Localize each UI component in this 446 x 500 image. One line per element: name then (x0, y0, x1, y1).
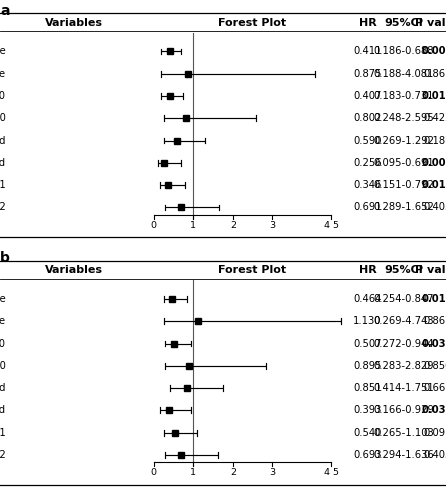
Text: 0.269-1.292: 0.269-1.292 (373, 136, 434, 145)
Text: ≤60: ≤60 (0, 338, 5, 348)
Text: 2: 2 (230, 468, 236, 477)
Text: 0.187: 0.187 (423, 136, 446, 145)
Text: 0.254-0.847: 0.254-0.847 (373, 294, 434, 304)
Text: 0.403: 0.403 (424, 450, 446, 460)
Text: HR: HR (359, 265, 376, 275)
Text: 0.540: 0.540 (353, 428, 382, 438)
Text: Clinical stage 1: Clinical stage 1 (0, 428, 5, 438)
Text: 0.151-0.792: 0.151-0.792 (373, 180, 434, 190)
Text: 0.693: 0.693 (353, 450, 382, 460)
Text: 0.294-1.636: 0.294-1.636 (373, 450, 434, 460)
Text: 0.346: 0.346 (353, 180, 382, 190)
Text: Well differentiated: Well differentiated (0, 136, 5, 145)
Text: 0.414-1.751: 0.414-1.751 (373, 383, 434, 393)
Text: 1.130: 1.130 (353, 316, 382, 326)
Text: Variables: Variables (45, 265, 103, 275)
Text: 95%CI: 95%CI (384, 265, 423, 275)
Text: 0.865: 0.865 (423, 69, 446, 79)
Text: 0.033: 0.033 (422, 406, 446, 415)
Text: 3: 3 (269, 221, 275, 230)
Text: 0.411: 0.411 (353, 46, 382, 56)
Text: 0: 0 (151, 221, 157, 230)
Text: 0.405: 0.405 (423, 202, 446, 212)
Text: 0.248-2.595: 0.248-2.595 (373, 114, 434, 124)
Text: 0.183-0.731: 0.183-0.731 (373, 91, 434, 101)
Text: Poor differentiated: Poor differentiated (0, 406, 5, 415)
Text: P value: P value (415, 265, 446, 275)
Text: 0.875: 0.875 (353, 69, 382, 79)
Text: 2: 2 (230, 221, 236, 230)
Text: 4 5: 4 5 (324, 221, 339, 230)
Text: HR: HR (359, 18, 376, 28)
Text: Male: Male (0, 46, 5, 56)
Text: Clinical stage 2: Clinical stage 2 (0, 202, 5, 212)
Text: Female: Female (0, 69, 5, 79)
Text: 4 5: 4 5 (324, 468, 339, 477)
Text: Male: Male (0, 294, 5, 304)
Text: 3: 3 (269, 468, 275, 477)
Text: 0.851: 0.851 (353, 383, 382, 393)
Text: 0.507: 0.507 (353, 338, 382, 348)
Text: 0.013: 0.013 (422, 91, 446, 101)
Text: 1: 1 (190, 468, 196, 477)
Text: 0.265-1.103: 0.265-1.103 (373, 428, 434, 438)
Text: 0.095-0.691: 0.095-0.691 (373, 158, 434, 168)
Text: 0.464: 0.464 (353, 294, 382, 304)
Text: 0.422: 0.422 (423, 114, 446, 124)
Text: 0.032: 0.032 (422, 338, 446, 348)
Text: 0.269-4.743: 0.269-4.743 (373, 316, 434, 326)
Text: 0.850: 0.850 (423, 361, 446, 371)
Text: Variables: Variables (45, 18, 103, 28)
Text: 0.007: 0.007 (422, 158, 446, 168)
Text: Clinical stage 1: Clinical stage 1 (0, 180, 5, 190)
Text: 0.188-4.081: 0.188-4.081 (373, 69, 434, 79)
Text: P value: P value (415, 18, 446, 28)
Text: >60: >60 (0, 361, 5, 371)
Text: >60: >60 (0, 114, 5, 124)
Text: 1: 1 (190, 221, 196, 230)
Text: 0: 0 (151, 468, 157, 477)
Text: a: a (0, 4, 9, 18)
Text: 0.012: 0.012 (422, 180, 446, 190)
Text: Forest Plot: Forest Plot (219, 18, 287, 28)
Text: Clinical stage 2: Clinical stage 2 (0, 450, 5, 460)
Text: Female: Female (0, 316, 5, 326)
Text: 0.091: 0.091 (423, 428, 446, 438)
Text: 0.283-2.829: 0.283-2.829 (373, 361, 434, 371)
Text: Forest Plot: Forest Plot (219, 265, 287, 275)
Text: Well differentiated: Well differentiated (0, 383, 5, 393)
Text: 0.393: 0.393 (353, 406, 382, 415)
Text: Poor differentiated: Poor differentiated (0, 158, 5, 168)
Text: 0.166-0.929: 0.166-0.929 (373, 406, 434, 415)
Text: 0.003: 0.003 (422, 46, 446, 56)
Text: 0.691: 0.691 (353, 202, 382, 212)
Text: 0.186-0.688: 0.186-0.688 (373, 46, 434, 56)
Text: ≤60: ≤60 (0, 91, 5, 101)
Text: 0.590: 0.590 (353, 136, 382, 145)
Text: 0.662: 0.662 (423, 383, 446, 393)
Text: 0.289-1.652: 0.289-1.652 (373, 202, 434, 212)
Text: 95%CI: 95%CI (384, 18, 423, 28)
Text: 0.802: 0.802 (353, 114, 382, 124)
Text: 0.895: 0.895 (353, 361, 382, 371)
Text: 0.012: 0.012 (422, 294, 446, 304)
Text: 0.407: 0.407 (353, 91, 382, 101)
Text: 0.272-0.944: 0.272-0.944 (373, 338, 434, 348)
Text: 0.256: 0.256 (353, 158, 382, 168)
Text: 0.867: 0.867 (423, 316, 446, 326)
Text: b: b (0, 251, 10, 265)
